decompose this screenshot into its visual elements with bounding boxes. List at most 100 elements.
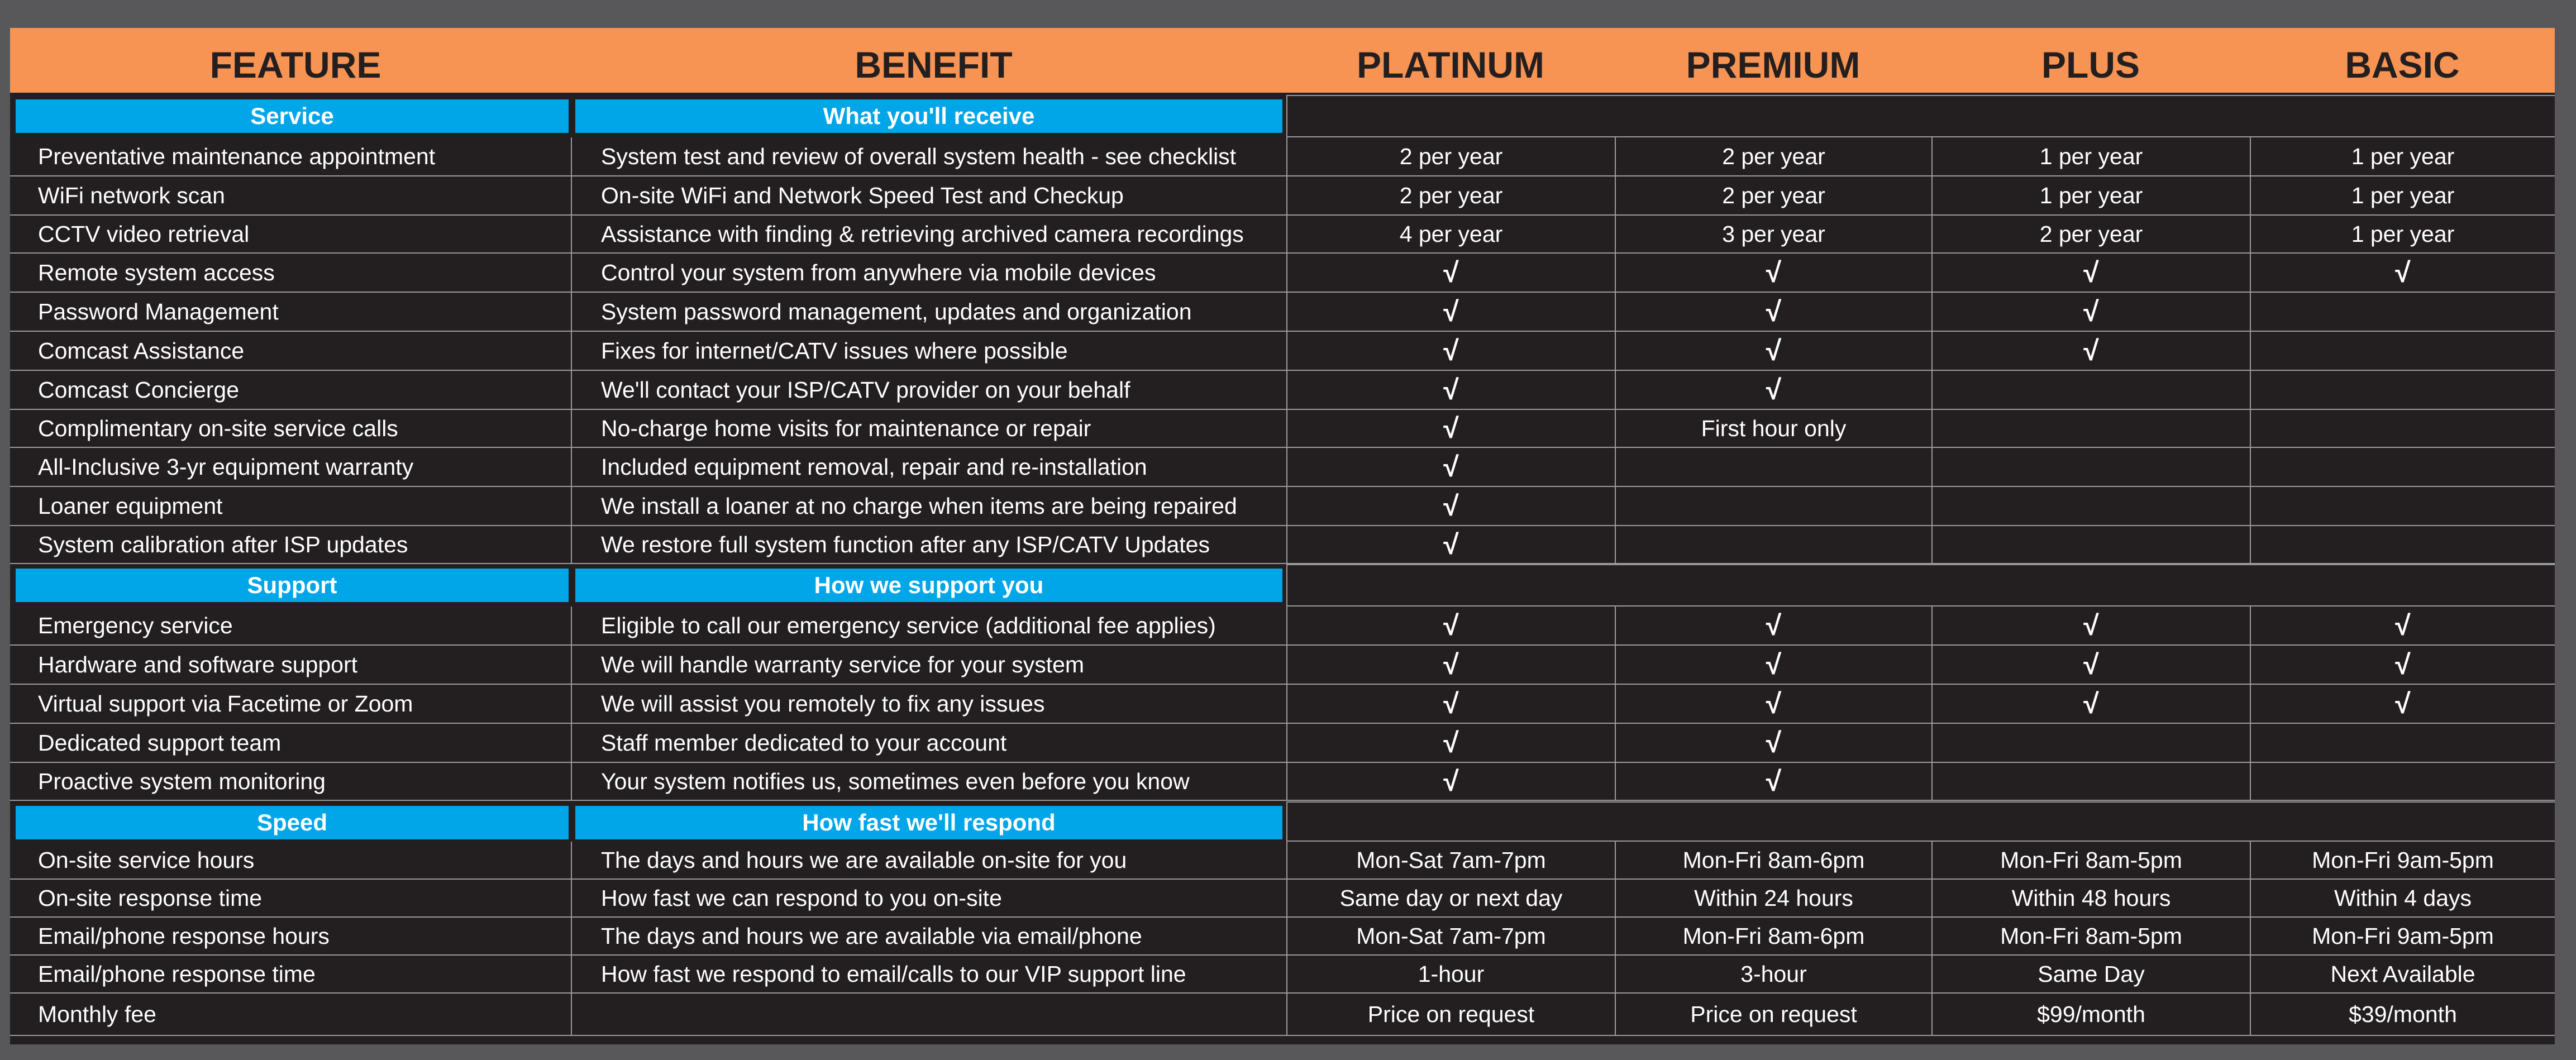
premium-cell: First hour only bbox=[1615, 410, 1931, 447]
basic-cell bbox=[2250, 410, 2555, 447]
feature-cell: Emergency service bbox=[38, 612, 233, 638]
benefit-cell: How fast we respond to email/calls to ou… bbox=[601, 961, 1186, 987]
table-row: Email/phone response hours The days and h… bbox=[10, 918, 2555, 956]
table-row: Comcast Concierge We'll contact your ISP/… bbox=[10, 371, 2555, 410]
plus-cell: 1 per year bbox=[1931, 137, 2250, 175]
feature-cell: Hardware and software support bbox=[38, 651, 358, 677]
benefit-cell: No-charge home visits for maintenance or… bbox=[601, 415, 1091, 441]
column-divider bbox=[571, 293, 572, 331]
premium-check-icon: √ bbox=[1615, 607, 1931, 644]
benefit-cell: The days and hours we are available via … bbox=[601, 923, 1142, 949]
section-plan-spacer bbox=[1286, 564, 2555, 607]
premium-check-icon: √ bbox=[1615, 646, 1931, 684]
premium-cell: Mon-Fri 8am-6pm bbox=[1615, 918, 1931, 954]
section-subtitle: How fast we'll respond bbox=[575, 806, 1282, 839]
feature-cell: Remote system access bbox=[38, 259, 275, 285]
benefit-cell: System test and review of overall system… bbox=[601, 143, 1237, 169]
plus-cell: Mon-Fri 8am-5pm bbox=[1931, 842, 2250, 878]
feature-cell: WiFi network scan bbox=[38, 182, 225, 208]
feature-cell: Email/phone response time bbox=[38, 961, 316, 987]
basic-cell: Within 4 days bbox=[2250, 880, 2555, 916]
feature-cell: Comcast Assistance bbox=[38, 337, 245, 364]
platinum-check-icon: √ bbox=[1286, 332, 1615, 370]
plus-check-icon: √ bbox=[1931, 607, 2250, 644]
premium-check-icon: √ bbox=[1615, 371, 1931, 409]
benefit-cell: We restore full system function after an… bbox=[601, 531, 1210, 557]
benefit-cell: We will assist you remotely to fix any i… bbox=[601, 690, 1045, 717]
premium-cell: 3 per year bbox=[1615, 216, 1931, 252]
premium-cell: Price on request bbox=[1615, 994, 1931, 1035]
table-row: Virtual support via Facetime or Zoom We w… bbox=[10, 685, 2555, 724]
plus-cell bbox=[1931, 448, 2250, 486]
feature-cell: Monthly fee bbox=[38, 1001, 156, 1027]
benefit-cell: Your system notifies us, sometimes even … bbox=[601, 768, 1190, 794]
feature-cell: Preventative maintenance appointment bbox=[38, 143, 436, 169]
feature-cell: Loaner equipment bbox=[38, 493, 223, 519]
plus-check-icon: √ bbox=[1931, 254, 2250, 292]
basic-cell: 1 per year bbox=[2250, 216, 2555, 252]
header-plus: PLUS bbox=[2041, 44, 2140, 85]
benefit-cell: The days and hours we are available on-s… bbox=[601, 847, 1127, 873]
benefit-cell: We will handle warranty service for your… bbox=[601, 651, 1085, 677]
header-basic: BASIC bbox=[2345, 44, 2460, 85]
premium-cell bbox=[1615, 526, 1931, 563]
column-divider bbox=[571, 526, 572, 563]
column-divider bbox=[571, 607, 572, 644]
column-divider bbox=[571, 216, 572, 252]
plus-check-icon: √ bbox=[1931, 332, 2250, 370]
table-row: All-Inclusive 3-yr equipment warranty Inc… bbox=[10, 448, 2555, 487]
premium-cell: Mon-Fri 8am-6pm bbox=[1615, 842, 1931, 878]
plus-cell bbox=[1931, 410, 2250, 447]
platinum-cell: 2 per year bbox=[1286, 176, 1615, 214]
table-row: Comcast Assistance Fixes for internet/CAT… bbox=[10, 332, 2555, 371]
section-header-row: Speed How fast we'll respond bbox=[10, 801, 2555, 842]
table-row: On-site response time How fast we can res… bbox=[10, 880, 2555, 918]
header-feature: FEATURE bbox=[209, 44, 381, 85]
benefit-cell: System password management, updates and … bbox=[601, 298, 1192, 324]
basic-cell bbox=[2250, 448, 2555, 486]
table-row: WiFi network scan On-site WiFi and Networ… bbox=[10, 176, 2555, 216]
premium-cell: 2 per year bbox=[1615, 137, 1931, 175]
basic-cell bbox=[2250, 724, 2555, 762]
section-subtitle: What you'll receive bbox=[575, 99, 1282, 133]
table-row: Hardware and software support We will han… bbox=[10, 646, 2555, 685]
premium-cell: 2 per year bbox=[1615, 176, 1931, 214]
feature-cell: CCTV video retrieval bbox=[38, 221, 250, 247]
basic-cell: Mon-Fri 9am-5pm bbox=[2250, 918, 2555, 954]
column-divider bbox=[571, 410, 572, 447]
basic-cell: Next Available bbox=[2250, 956, 2555, 992]
section-plan-spacer bbox=[1286, 95, 2555, 137]
table-row: CCTV video retrieval Assistance with find… bbox=[10, 216, 2555, 254]
column-divider bbox=[571, 763, 572, 800]
feature-cell: All-Inclusive 3-yr equipment warranty bbox=[38, 453, 414, 480]
premium-cell bbox=[1615, 448, 1931, 486]
platinum-cell: Mon-Sat 7am-7pm bbox=[1286, 842, 1615, 878]
platinum-check-icon: √ bbox=[1286, 371, 1615, 409]
feature-cell: System calibration after ISP updates bbox=[38, 531, 408, 557]
column-divider bbox=[571, 880, 572, 916]
column-divider bbox=[571, 371, 572, 409]
premium-check-icon: √ bbox=[1615, 332, 1931, 370]
table-row: System calibration after ISP updates We r… bbox=[10, 526, 2555, 564]
feature-cell: Email/phone response hours bbox=[38, 923, 330, 949]
plus-check-icon: √ bbox=[1931, 685, 2250, 723]
platinum-check-icon: √ bbox=[1286, 487, 1615, 525]
section-plan-spacer bbox=[1286, 801, 2555, 842]
benefit-cell: Staff member dedicated to your account bbox=[601, 729, 1007, 756]
premium-check-icon: √ bbox=[1615, 254, 1931, 292]
feature-cell: Comcast Concierge bbox=[38, 376, 240, 403]
table-row: Emergency service Eligible to call our em… bbox=[10, 607, 2555, 646]
table-row: Proactive system monitoring Your system n… bbox=[10, 763, 2555, 801]
platinum-cell: 1-hour bbox=[1286, 956, 1615, 992]
section-title: Support bbox=[16, 569, 569, 602]
benefit-cell: On-site WiFi and Network Speed Test and … bbox=[601, 182, 1124, 208]
table-row: Email/phone response time How fast we res… bbox=[10, 956, 2555, 994]
basic-cell: Mon-Fri 9am-5pm bbox=[2250, 842, 2555, 878]
feature-cell: Dedicated support team bbox=[38, 729, 282, 756]
plus-cell: Within 48 hours bbox=[1931, 880, 2250, 916]
plus-cell bbox=[1931, 763, 2250, 800]
benefit-cell: We install a loaner at no charge when it… bbox=[601, 493, 1237, 519]
platinum-check-icon: √ bbox=[1286, 254, 1615, 292]
platinum-check-icon: √ bbox=[1286, 685, 1615, 723]
basic-cell: 1 per year bbox=[2250, 137, 2555, 175]
